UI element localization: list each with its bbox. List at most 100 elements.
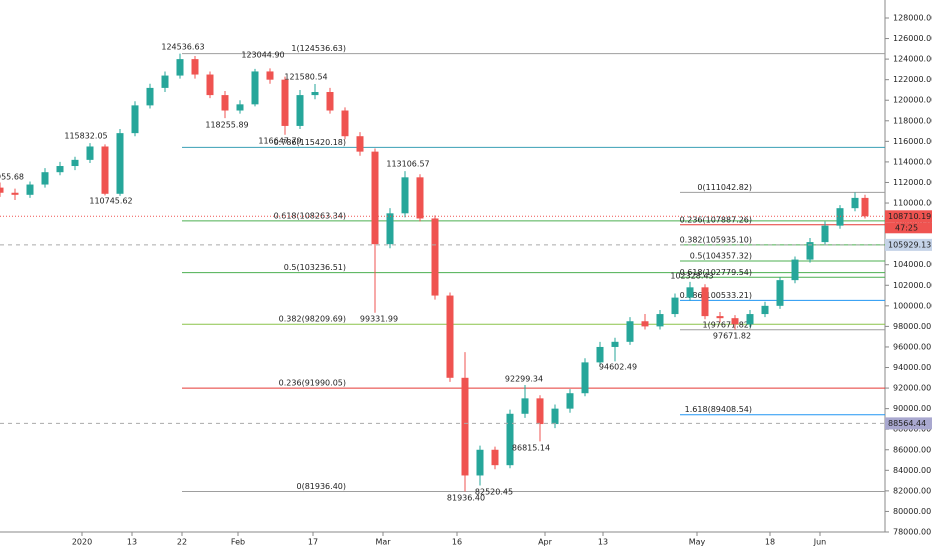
fib-label: 0.5(104357.32) [690, 252, 752, 261]
fib-label: 0(81936.40) [296, 482, 346, 491]
price-annotation: 94602.49 [599, 363, 637, 372]
candle-body [806, 242, 814, 260]
candle-body [851, 197, 859, 209]
y-tick-label: 86000.00 [893, 445, 931, 454]
y-tick-label: 104000.00 [893, 260, 932, 269]
x-tick-label: Feb [231, 538, 245, 547]
y-tick-label: 102000.00 [893, 281, 932, 290]
y-tick-label: 126000.00 [893, 34, 932, 43]
price-annotation: 113106.57 [386, 160, 429, 169]
candle-body [686, 287, 694, 298]
fib-label: 0.382(105935.10) [680, 235, 752, 244]
y-tick-label: 120000.00 [893, 96, 932, 105]
price-annotation: 92299.34 [505, 375, 543, 384]
y-tick-label: 90000.00 [893, 404, 931, 413]
candle-body [0, 187, 4, 193]
fib-label: 0.786(115420.18) [274, 138, 346, 147]
candle-body [41, 172, 49, 185]
y-tick-label: 110000.00 [893, 199, 932, 208]
y-tick-label: 122000.00 [893, 75, 932, 84]
candle-body [296, 95, 304, 126]
candle-body [116, 133, 124, 194]
candle-body [731, 318, 739, 325]
price-annotation: 118255.89 [205, 121, 248, 130]
candle-body [431, 218, 439, 296]
y-tick-label: 100000.00 [893, 301, 932, 310]
price-tag-box [885, 210, 932, 223]
price-annotation: 116647.79 [258, 137, 301, 146]
candle-body [746, 314, 754, 325]
candle-body [161, 75, 169, 88]
candle-body [461, 377, 469, 476]
y-tick-label: 84000.00 [893, 466, 931, 475]
y-tick-label: 124000.00 [893, 55, 932, 64]
price-annotation: 81936.40 [447, 494, 485, 503]
candle-body [206, 74, 214, 96]
candle-body [626, 321, 634, 342]
y-tick-label: 98000.00 [893, 322, 931, 331]
candle-body [446, 295, 454, 378]
y-tick-label: 94000.00 [893, 363, 931, 372]
candle-body [551, 408, 559, 425]
fib-label: 1(124536.63) [291, 44, 346, 53]
candle-body [656, 314, 664, 327]
x-tick-label: 18 [765, 538, 775, 547]
x-tick-label: 17 [308, 538, 318, 547]
candle-body [761, 305, 769, 315]
y-tick-label: 80000.00 [893, 507, 931, 516]
price-annotation: 115832.05 [64, 132, 107, 141]
x-tick-label: Apr [538, 538, 553, 547]
y-tick-label: 92000.00 [893, 384, 931, 393]
candle-body [101, 146, 109, 194]
candle-body [716, 316, 724, 319]
candle-body [176, 59, 184, 76]
price-annotation: 121580.54 [284, 73, 327, 82]
x-tick-label: 22 [177, 538, 187, 547]
x-tick-label: 16 [452, 538, 462, 547]
candle-body [281, 79, 289, 126]
candle-body [221, 95, 229, 111]
candle-body [581, 362, 589, 394]
y-tick-label: 96000.00 [893, 342, 931, 351]
y-tick-label: 116000.00 [893, 137, 932, 146]
candle-body [401, 177, 409, 214]
candle-body [701, 287, 709, 317]
y-tick-label: 128000.00 [893, 13, 932, 22]
candle-body [86, 146, 94, 160]
candle-body [356, 136, 364, 152]
fib-label: 0(111042.82) [697, 183, 752, 192]
candle-body [611, 341, 619, 347]
fib-label: 1(97671.82) [702, 320, 752, 329]
candle-body [311, 92, 319, 96]
fib-label: 0.382(98209.69) [279, 315, 346, 324]
candle-body [386, 213, 394, 245]
x-tick-label: 13 [598, 538, 608, 547]
price-annotation: 97671.82 [713, 332, 751, 341]
price-annotation: 955.68 [0, 173, 24, 182]
candle-body [416, 177, 424, 219]
candle-body [326, 92, 334, 111]
y-tick-label: 82000.00 [893, 486, 931, 495]
candle-body [56, 166, 64, 173]
x-tick-label: Mar [375, 538, 391, 547]
fib-label: 1.618(89408.54) [685, 405, 752, 414]
y-tick-label: 114000.00 [893, 157, 932, 166]
candle-body [236, 104, 244, 111]
countdown: 47:25 [895, 223, 918, 232]
price-annotation: 123044.90 [241, 51, 284, 60]
price-tag-box [885, 238, 932, 251]
candle-body [521, 398, 529, 414]
candle-body [641, 321, 649, 327]
candle-body [371, 151, 379, 245]
x-tick-label: May [689, 538, 706, 547]
candle-body [506, 413, 514, 466]
candle-body [341, 110, 349, 137]
candle-body [836, 208, 844, 226]
price-annotation: 124536.63 [161, 43, 204, 52]
fib-label: 0.618(102779.54) [680, 268, 752, 277]
candle-body [536, 398, 544, 425]
candle-body [861, 197, 869, 217]
candle-body [11, 192, 19, 195]
candle-body [671, 297, 679, 315]
